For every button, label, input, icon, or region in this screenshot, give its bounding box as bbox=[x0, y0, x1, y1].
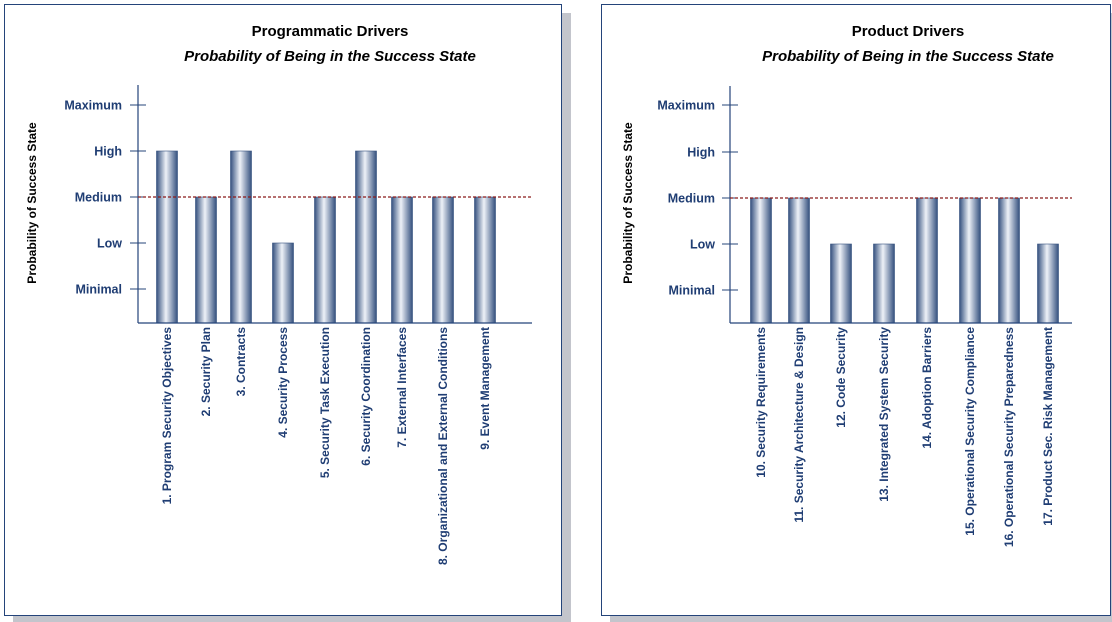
y-tick-label-low: Low bbox=[97, 237, 122, 251]
y-tick-label-minimal: Minimal bbox=[75, 283, 122, 297]
bar-8 bbox=[433, 197, 454, 323]
bar-3 bbox=[231, 151, 252, 323]
category-label-1: 10. Security Requirements bbox=[754, 327, 768, 478]
category-label-5: 14. Adoption Barriers bbox=[920, 327, 934, 449]
bar-4 bbox=[273, 243, 294, 323]
bar-4 bbox=[874, 244, 895, 323]
bar-2 bbox=[789, 198, 810, 323]
programmatic-drivers-panel: Programmatic Drivers Probability of Bein… bbox=[4, 4, 562, 616]
bar-8 bbox=[1038, 244, 1059, 323]
chart-marks: Minimal Low Medium High Maximum 1. Program Se… bbox=[64, 85, 532, 565]
y-tick-label-high: High bbox=[687, 146, 715, 160]
category-label-5: 5. Security Task Execution bbox=[318, 327, 332, 478]
y-tick-label-minimal: Minimal bbox=[668, 284, 715, 298]
product-drivers-chart: Product Drivers Probability of Being in … bbox=[602, 5, 1112, 617]
category-label-6: 15. Operational Security Compliance bbox=[963, 327, 977, 536]
category-label-2: 11. Security Architecture & Design bbox=[792, 327, 806, 523]
category-label-9: 9. Event Management bbox=[478, 327, 492, 450]
category-label-4: 4. Security Process bbox=[276, 327, 290, 438]
bar-6 bbox=[356, 151, 377, 323]
y-tick-label-medium: Medium bbox=[668, 192, 715, 206]
category-label-3: 3. Contracts bbox=[234, 327, 248, 397]
category-label-7: 16. Operational Security Preparedness bbox=[1002, 327, 1016, 547]
y-tick-label-low: Low bbox=[690, 238, 715, 252]
y-tick-label-maximum: Maximum bbox=[64, 99, 122, 113]
y-axis-label: Probability of Success State bbox=[621, 122, 635, 284]
bar-7 bbox=[392, 197, 413, 323]
category-label-6: 6. Security Coordination bbox=[359, 327, 373, 466]
bar-6 bbox=[960, 198, 981, 323]
category-label-8: 8. Organizational and External Condition… bbox=[436, 327, 450, 565]
bar-1 bbox=[157, 151, 178, 323]
category-label-8: 17. Product Sec. Risk Management bbox=[1041, 327, 1055, 526]
category-label-4: 13. Integrated System Security bbox=[877, 327, 891, 502]
chart-subtitle: Probability of Being in the Success Stat… bbox=[762, 48, 1054, 65]
bar-1 bbox=[751, 198, 772, 323]
y-tick-label-maximum: Maximum bbox=[657, 99, 715, 113]
bar-5 bbox=[917, 198, 938, 323]
category-label-3: 12. Code Security bbox=[834, 327, 848, 428]
bar-5 bbox=[315, 197, 336, 323]
bar-9 bbox=[475, 197, 496, 323]
category-label-1: 1. Program Security Objectives bbox=[160, 327, 174, 505]
category-label-7: 7. External Interfaces bbox=[395, 327, 409, 448]
bar-7 bbox=[999, 198, 1020, 323]
chart-title: Programmatic Drivers bbox=[252, 23, 409, 40]
y-tick-label-medium: Medium bbox=[75, 191, 122, 205]
y-axis-label: Probability of Success State bbox=[25, 122, 39, 284]
chart-marks: Minimal Low Medium High Maximum 10. Security … bbox=[657, 86, 1072, 547]
bar-3 bbox=[831, 244, 852, 323]
bar-2 bbox=[196, 197, 217, 323]
chart-subtitle: Probability of Being in the Success Stat… bbox=[184, 48, 476, 65]
category-label-2: 2. Security Plan bbox=[199, 327, 213, 416]
y-tick-label-high: High bbox=[94, 145, 122, 159]
product-drivers-panel: Product Drivers Probability of Being in … bbox=[601, 4, 1111, 616]
chart-title: Product Drivers bbox=[852, 23, 965, 40]
programmatic-drivers-chart: Programmatic Drivers Probability of Bein… bbox=[5, 5, 563, 617]
